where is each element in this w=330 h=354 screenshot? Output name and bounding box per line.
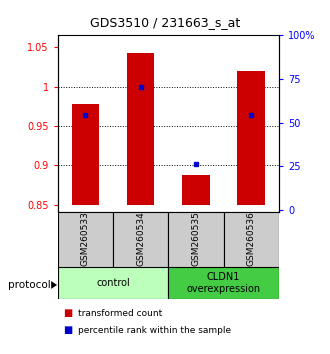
Text: transformed count: transformed count (78, 309, 162, 318)
Text: GSM260533: GSM260533 (81, 211, 90, 266)
Bar (58, 212, 113, 267)
Bar (168, 212, 224, 267)
Text: GSM260534: GSM260534 (136, 211, 145, 266)
Text: ■: ■ (63, 325, 72, 335)
Bar (237, 71, 265, 205)
Bar (72, 104, 99, 205)
Bar (168, 267, 279, 299)
Bar (223, 212, 279, 267)
Bar (113, 212, 168, 267)
Text: control: control (96, 278, 130, 288)
Bar (58, 267, 168, 299)
Text: protocol: protocol (8, 280, 51, 290)
Bar (127, 53, 154, 205)
Text: GSM260536: GSM260536 (247, 211, 256, 266)
Text: CLDN1
overexpression: CLDN1 overexpression (186, 272, 261, 294)
Text: percentile rank within the sample: percentile rank within the sample (78, 326, 231, 335)
Bar (182, 175, 210, 205)
Text: GDS3510 / 231663_s_at: GDS3510 / 231663_s_at (90, 17, 240, 29)
Text: ■: ■ (63, 308, 72, 318)
Text: GSM260535: GSM260535 (191, 211, 200, 266)
